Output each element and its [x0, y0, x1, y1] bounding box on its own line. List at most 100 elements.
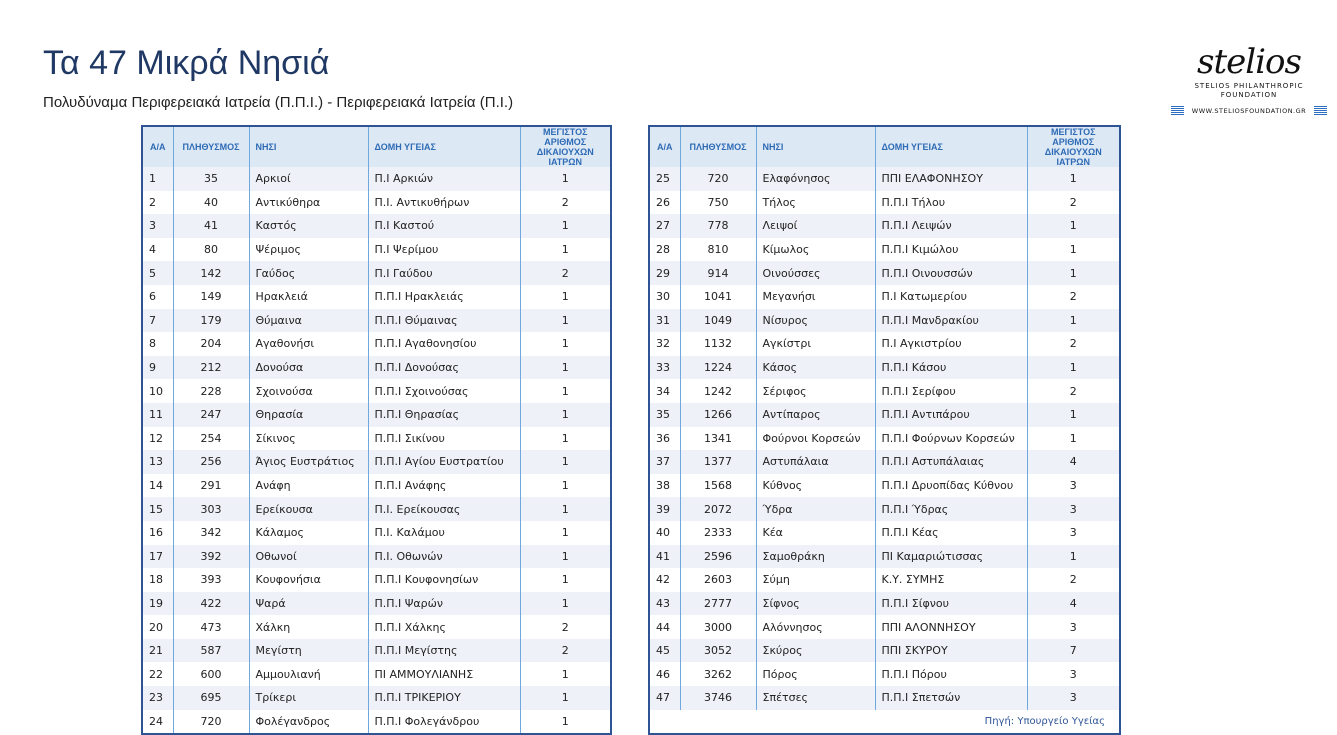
health-unit-cell: Π.Π.Ι Αγίου Ευστρατίου	[367, 450, 520, 474]
island-name-cell: Κέα	[755, 520, 875, 545]
population-cell: 2072	[679, 497, 756, 521]
row-number-cell: 21	[142, 638, 173, 663]
island-name-cell: Θύμαινα	[248, 308, 368, 333]
max-doctors-cell: 3	[1026, 686, 1120, 710]
max-doctors-cell: 1	[519, 308, 611, 333]
population-cell: 149	[172, 284, 249, 309]
health-unit-cell: Π.Ι Αγκιστρίου	[874, 332, 1027, 356]
island-name-cell: Σχοινούσα	[248, 379, 368, 403]
row-number-cell: 40	[656, 526, 670, 540]
island-name-cell: Οθωνοί	[248, 544, 368, 569]
table-row: 40 2333 Κέα Π.Π.Ι Κέας 3	[649, 520, 1120, 545]
table-row: 31 1049 Νίσυρος Π.Π.Ι Μανδρακίου 1	[649, 308, 1120, 333]
health-unit-cell: Π.Π.Ι Δονούσας	[367, 355, 520, 380]
logo-script: stelios	[1197, 42, 1302, 82]
row-number-cell: 46	[656, 667, 670, 681]
row-number-cell: 39	[649, 497, 680, 521]
island-name-cell: Ύδρα	[755, 497, 875, 521]
max-doctors-cell: 1	[1026, 237, 1120, 262]
column-header-health-unit: ΔΟΜΗ ΥΓΕΙΑΣ	[367, 126, 520, 167]
max-doctors-cell: 7	[1026, 638, 1120, 663]
health-unit-cell: Π.Π.Ι Αγαθονησίου	[367, 332, 520, 356]
max-doctors-cell: 2	[519, 638, 611, 663]
health-unit-cell: Π.Π.Ι Σικίνου	[367, 426, 520, 451]
source-row: Πηγή: Υπουργείο Υγείας	[649, 709, 1120, 735]
population-cell: 695	[172, 686, 249, 710]
table-row: 43 2777 Σίφνος Π.Π.Ι Σίφνου 4	[649, 591, 1120, 616]
row-number-cell: 24	[149, 714, 163, 728]
max-doctors-cell: 2	[1026, 568, 1120, 592]
island-name-cell: Οινούσσες	[755, 261, 875, 285]
table-row: 9 212 Δονούσα Π.Π.Ι Δονούσας 1	[142, 355, 611, 380]
max-doctors-cell: 1	[519, 591, 611, 616]
population-cell: 247	[172, 402, 249, 427]
island-name-cell: Σαμοθράκη	[755, 544, 875, 569]
header-row: Α/Α ΠΛΗΘΥΣΜΟΣ ΝΗΣΙ ΔΟΜΗ ΥΓΕΙΑΣ ΜΕΓΙΣΤΟΣ ΑΡΙΘ…	[649, 126, 1120, 167]
island-name-cell: Χάλκη	[248, 615, 368, 639]
health-unit-cell: Π.Π.Ι Θύμαινας	[367, 308, 520, 333]
island-name-cell: Αστυπάλαια	[755, 450, 875, 474]
island-name-cell: Θηρασία	[248, 402, 368, 427]
island-name-cell: Κουφονήσια	[248, 568, 368, 592]
column-header-health-unit: ΔΟΜΗ ΥΓΕΙΑΣ	[874, 126, 1027, 167]
island-name-cell: Αγαθονήσι	[248, 332, 368, 356]
row-number-cell: 4	[149, 243, 156, 257]
row-number-cell: 20	[149, 620, 163, 634]
table-row: 2 40 Αντικύθηρα Π.Ι. Αντικυθήρων 2	[142, 190, 611, 215]
population-cell: 750	[679, 190, 756, 215]
health-unit-cell: Κ.Υ. ΣΥΜΗΣ	[874, 568, 1027, 592]
population-cell: 2596	[679, 544, 756, 569]
health-unit-cell: Π.Π.Ι Αστυπάλαιας	[874, 450, 1027, 474]
health-unit-cell: Π.Π.Ι Αντιπάρου	[874, 402, 1027, 427]
health-unit-cell: Π.Π.Ι Σίφνου	[874, 591, 1027, 616]
table-row: 4 80 Ψέριμος Π.Ι Ψερίμου 1	[142, 237, 611, 262]
health-unit-cell: Π.Π.Ι Δρυοπίδας Κύθνου	[874, 473, 1027, 498]
table-row: 30 1041 Μεγανήσι Π.Ι Κατωμερίου 2	[649, 284, 1120, 309]
island-name-cell: Νίσυρος	[755, 308, 875, 333]
row-number-cell: 42	[656, 573, 670, 587]
greek-flag-icon	[1314, 106, 1328, 115]
table-row: 23 695 Τρίκερι Π.Π.Ι ΤΡΙΚΕΡΙΟΥ 1	[142, 686, 611, 710]
population-cell: 2777	[679, 591, 756, 616]
column-header-row-number: Α/Α	[649, 126, 680, 167]
table-row: 20 473 Χάλκη Π.Π.Ι Χάλκης 2	[142, 615, 611, 639]
max-doctors-cell: 1	[519, 167, 611, 191]
logo-web: WWW.STELIOSFOUNDATION.GR	[1165, 106, 1333, 115]
max-doctors-cell: 1	[1026, 402, 1120, 427]
column-header-max-doctors: ΜΕΓΙΣΤΟΣ ΑΡΙΘΜΟΣ ΔΙΚΑΙΟΥΧΩΝ ΙΑΤΡΩΝ	[1026, 126, 1120, 167]
table-row: 12 254 Σίκινος Π.Π.Ι Σικίνου 1	[142, 426, 611, 451]
population-cell: 41	[172, 214, 249, 238]
max-doctors-cell: 4	[1026, 450, 1120, 474]
table-row: 36 1341 Φούρνοι Κορσεών Π.Π.Ι Φούρνων Κορσε…	[649, 426, 1120, 451]
population-cell: 212	[172, 355, 249, 380]
health-unit-cell: Π.Π.Ι ΤΡΙΚΕΡΙΟΥ	[367, 686, 520, 710]
island-name-cell: Σύμη	[755, 568, 875, 592]
max-doctors-cell: 1	[519, 402, 611, 427]
population-cell: 204	[172, 332, 249, 356]
max-doctors-cell: 1	[519, 332, 611, 356]
population-cell: 3262	[679, 662, 756, 687]
row-number-cell: 1	[142, 167, 173, 191]
max-doctors-cell: 1	[1026, 214, 1120, 238]
population-cell: 3052	[679, 638, 756, 663]
max-doctors-cell: 1	[1026, 308, 1120, 333]
health-unit-cell: Π.Π.Ι Κιμώλου	[874, 237, 1027, 262]
table-row: 44 3000 Αλόννησος ΠΠΙ ΑΛΟΝΝΗΣΟΥ 3	[649, 615, 1120, 639]
row-number-cell: 3	[142, 214, 173, 238]
table-row: 16 342 Κάλαμος Π.Ι. Καλάμου 1	[142, 520, 611, 545]
island-name-cell: Δονούσα	[248, 355, 368, 380]
max-doctors-cell: 1	[519, 686, 611, 710]
table-row: 7 179 Θύμαινα Π.Π.Ι Θύμαινας 1	[142, 308, 611, 333]
island-name-cell: Πόρος	[755, 662, 875, 687]
row-number-cell: 28	[656, 243, 670, 257]
population-cell: 393	[172, 568, 249, 592]
health-unit-cell: Π.Ι Καστού	[367, 214, 520, 238]
row-number-cell: 14	[149, 479, 163, 493]
island-name-cell: Ανάφη	[248, 473, 368, 498]
population-cell: 422	[172, 591, 249, 616]
row-number-cell: 32	[656, 337, 670, 351]
table-row: 21 587 Μεγίστη Π.Π.Ι Μεγίστης 2	[142, 638, 611, 663]
row-number-cell: 25	[649, 167, 680, 191]
population-cell: 1377	[679, 450, 756, 474]
row-number-cell: 34	[656, 384, 670, 398]
